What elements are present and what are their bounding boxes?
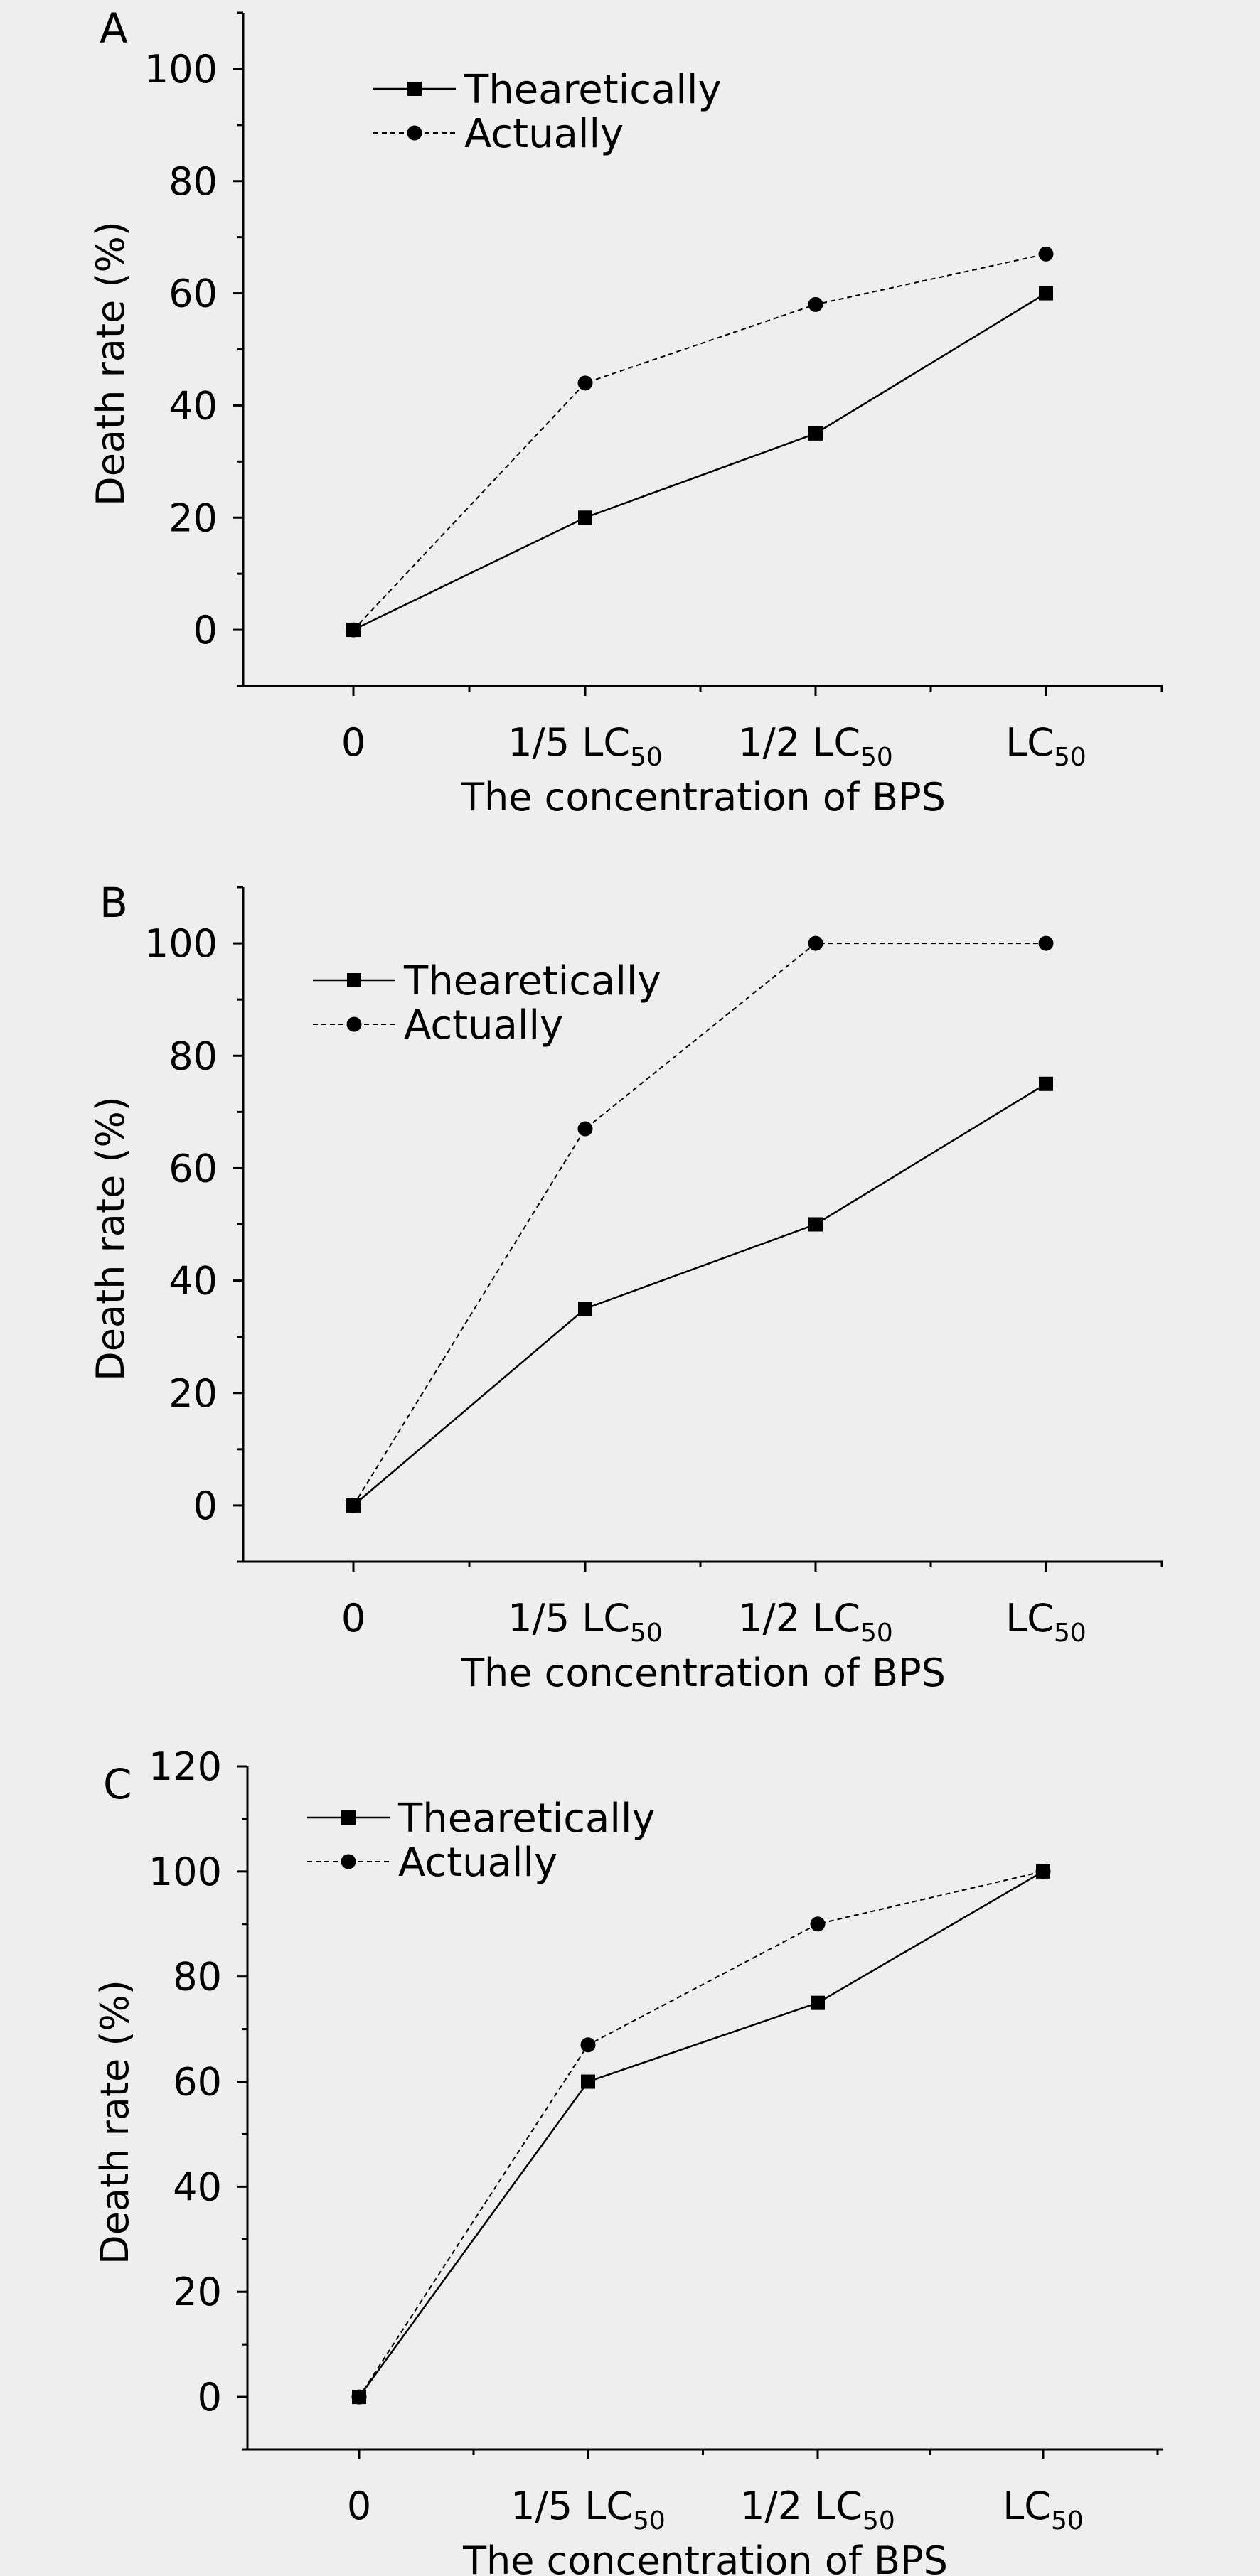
data-point-actually: [1038, 935, 1054, 951]
y-tick-label: 100: [149, 1850, 222, 1894]
data-point-actually: [580, 2037, 596, 2053]
y-tick-label: 120: [149, 1744, 222, 1789]
data-point-thearetically: [1039, 286, 1053, 301]
series-line-thearetically: [353, 1083, 1047, 1506]
legend-entry-thearetically: Thearetically: [403, 958, 661, 1004]
x-tick-label: LC50: [1005, 1596, 1087, 1648]
panel-label: A: [100, 4, 128, 53]
panel-label: B: [100, 879, 128, 927]
legend-swatch-marker: [407, 82, 422, 96]
chart-panel-b: B 0 20 40 60 80 100 0 1/5 LC50 1/2 LC50 LC50 The co…: [88, 879, 1163, 1695]
y-tick-label: 80: [169, 159, 218, 204]
y-tick-label: 80: [173, 1955, 222, 2000]
x-tick-label: 1/5 LC50: [508, 720, 663, 772]
series-line-actually: [358, 1870, 1044, 2398]
x-tick-label: 0: [341, 720, 365, 765]
series-line-thearetically: [358, 1870, 1044, 2398]
chart-panel-a: A 0 20 40 60 80 100 0 1/5 LC50 1/2 LC50 LC50 The co…: [88, 4, 1163, 820]
panel-label: C: [103, 1760, 132, 1808]
data-point-actually: [810, 1916, 826, 1932]
series-line-actually: [353, 253, 1047, 630]
y-tick-label: 60: [169, 1146, 218, 1191]
series-line-actually: [353, 943, 1046, 1506]
x-axis-title: The concentration of BPS: [462, 2538, 948, 2576]
y-tick-label: 20: [169, 1371, 218, 1416]
series-line-thearetically: [353, 292, 1047, 631]
y-tick-label: 40: [173, 2164, 222, 2209]
x-tick-label: 0: [341, 1596, 365, 1641]
data-point-actually: [1035, 1864, 1051, 1879]
y-tick-label: 60: [173, 2060, 222, 2105]
legend-entry-thearetically: Thearetically: [464, 67, 722, 113]
y-tick-label: 40: [169, 1259, 218, 1304]
legend-entry-thearetically: Thearetically: [397, 1796, 656, 1842]
y-axis-title: Death rate (%): [92, 1980, 137, 2265]
x-tick-label: 1/2 LC50: [738, 720, 893, 772]
y-tick-label: 40: [169, 383, 218, 428]
legend-entry-actually: Actually: [464, 111, 624, 157]
legend-swatch-marker: [347, 973, 361, 987]
data-point-thearetically: [1039, 1076, 1053, 1091]
y-axis-title: Death rate (%): [88, 221, 133, 506]
data-point-actually: [346, 1498, 361, 1513]
x-tick-label: 1/2 LC50: [740, 2484, 895, 2535]
data-point-actually: [351, 2389, 367, 2405]
data-point-thearetically: [578, 1302, 592, 1316]
legend-entry-actually: Actually: [404, 1002, 563, 1048]
legend-entry-actually: Actually: [398, 1840, 557, 1886]
data-point-actually: [346, 622, 361, 638]
x-tick-label: LC50: [1005, 720, 1087, 772]
y-tick-label: 60: [169, 272, 218, 316]
data-point-thearetically: [808, 426, 823, 441]
x-tick-label: 1/5 LC50: [511, 2484, 666, 2535]
x-axis-title: The concentration of BPS: [460, 775, 946, 820]
y-tick-label: 100: [144, 921, 218, 966]
data-point-thearetically: [811, 1995, 825, 2010]
y-axis-title: Death rate (%): [88, 1096, 133, 1381]
data-point-thearetically: [808, 1217, 823, 1232]
y-tick-label: 20: [169, 495, 218, 540]
x-tick-label: 1/5 LC50: [508, 1596, 663, 1648]
x-tick-label: 0: [347, 2484, 371, 2528]
legend-swatch-marker: [341, 1854, 356, 1869]
x-tick-label: LC50: [1003, 2484, 1084, 2535]
chart-panel-c: C 0 20 40 60 80 100 120 0 1/5 LC50 1/2 LC50 LC50 The…: [92, 1744, 1163, 2576]
y-tick-label: 0: [198, 2375, 222, 2420]
legend-swatch-marker: [407, 125, 422, 141]
x-tick-label: 1/2 LC50: [738, 1596, 893, 1648]
y-tick-label: 0: [193, 608, 218, 653]
legend-swatch-marker: [341, 1810, 356, 1825]
data-point-actually: [808, 935, 823, 951]
y-tick-label: 100: [144, 47, 218, 92]
data-point-actually: [1038, 246, 1054, 262]
x-axis-title: The concentration of BPS: [460, 1651, 946, 1695]
y-tick-label: 80: [169, 1034, 218, 1078]
data-point-thearetically: [581, 2074, 595, 2089]
data-point-actually: [577, 375, 593, 391]
y-tick-label: 0: [193, 1483, 218, 1528]
data-point-actually: [808, 296, 823, 312]
legend-swatch-marker: [346, 1016, 362, 1032]
y-tick-label: 20: [173, 2270, 222, 2314]
data-point-thearetically: [578, 510, 592, 525]
data-point-actually: [577, 1121, 593, 1137]
